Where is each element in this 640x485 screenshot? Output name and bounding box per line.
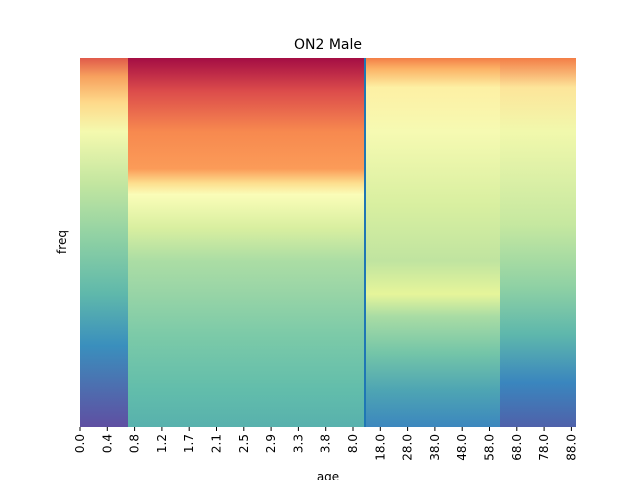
heatmap-band-elder xyxy=(500,58,576,427)
x-tick-label: 8.0 xyxy=(346,434,360,453)
x-tick-label: 78.0 xyxy=(537,434,551,461)
x-tick-label: 48.0 xyxy=(455,434,469,461)
x-tick-label: 68.0 xyxy=(510,434,524,461)
x-tick-label: 3.3 xyxy=(291,434,305,453)
chart-title: ON2 Male xyxy=(294,37,362,53)
heatmap-area xyxy=(80,58,576,427)
x-tick-label: 0.0 xyxy=(73,434,87,453)
x-tick-label: 3.8 xyxy=(319,434,333,453)
x-tick-label: 1.7 xyxy=(182,434,196,453)
x-tick-label: 2.1 xyxy=(210,434,224,453)
x-axis-label: age xyxy=(317,470,339,480)
x-tick-label: 88.0 xyxy=(564,434,578,461)
x-tick-label: 28.0 xyxy=(401,434,415,461)
x-tick-label: 58.0 xyxy=(483,434,497,461)
x-tick-label: 0.4 xyxy=(100,434,114,453)
x-tick-label: 1.2 xyxy=(155,434,169,453)
heatmap-band-child xyxy=(128,58,365,427)
heatmap-band-infant xyxy=(80,58,128,427)
heatmap-band-adult xyxy=(365,58,500,427)
x-axis-ticks: 0.0 0.4 0.8 1.2 1.7 2.1 2.5 2.9 3.3 3.8 8.0 18.0 28.… xyxy=(73,427,578,461)
x-tick-label: 2.9 xyxy=(264,434,278,453)
x-tick-label: 18.0 xyxy=(373,434,387,461)
x-tick-label: 0.8 xyxy=(128,434,142,453)
x-tick-label: 2.5 xyxy=(237,434,251,453)
y-axis-label: freq xyxy=(55,230,69,254)
x-tick-label: 38.0 xyxy=(428,434,442,461)
